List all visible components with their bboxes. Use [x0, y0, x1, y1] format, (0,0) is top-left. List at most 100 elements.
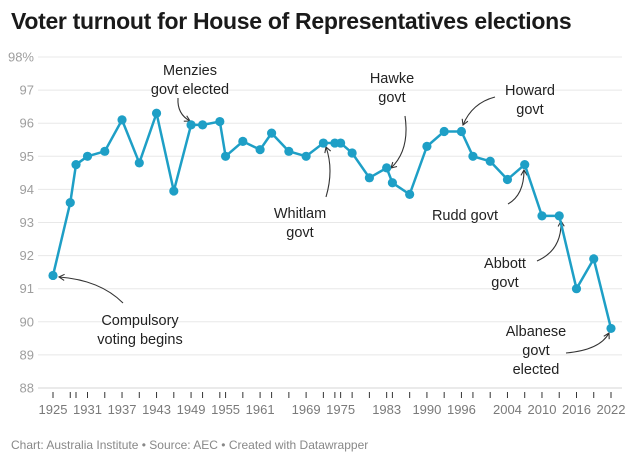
x-tick-label: 2022 — [597, 402, 626, 417]
data-point — [364, 173, 374, 183]
data-point — [238, 136, 248, 147]
data-point — [65, 198, 75, 208]
x-tick-label: 1996 — [447, 402, 476, 417]
annotation: Compulsory voting begins — [57, 273, 183, 348]
x-tick-label: 1975 — [326, 402, 355, 417]
annotation-label: elected — [513, 362, 560, 378]
x-tick-label: 1961 — [246, 402, 275, 417]
chart-title: Voter turnout for House of Representativ… — [11, 8, 572, 34]
data-point — [169, 186, 179, 196]
x-tick-label: 1949 — [177, 402, 206, 417]
x-tick-label: 1931 — [73, 402, 102, 417]
data-point — [571, 284, 582, 294]
x-tick-label: 1925 — [39, 402, 68, 417]
data-point — [100, 146, 110, 156]
data-point — [456, 126, 467, 137]
annotation-label: Menzies — [163, 63, 217, 79]
annotation-label: Compulsory — [101, 313, 179, 329]
annotation-arrow — [461, 96, 496, 127]
annotation: Albanese govt elected — [506, 324, 610, 378]
y-tick-label: 88 — [20, 381, 34, 396]
x-axis-ticks: 1925 1931 1937 1943 1949 1955 1961 1969 1975 1983… — [39, 392, 626, 417]
data-point — [117, 115, 127, 125]
data-point — [439, 126, 449, 137]
data-point — [301, 151, 311, 161]
y-tick-label: 89 — [20, 347, 34, 362]
data-point — [485, 156, 495, 166]
x-tick-label: 2016 — [562, 402, 591, 417]
annotation-label: Rudd govt — [432, 208, 498, 224]
annotation-label: govt — [491, 275, 518, 291]
data-point — [387, 178, 398, 188]
data-point — [520, 159, 530, 170]
line-chart: 88 89 90 91 92 93 94 95 96 97 98% 1925 1931 1937 1943… — [8, 50, 626, 418]
data-point — [382, 163, 392, 173]
annotation-label: govt — [516, 102, 543, 118]
annotations: Compulsory voting begins Menzies govt elect… — [57, 63, 610, 378]
y-axis-ticks: 88 89 90 91 92 93 94 95 96 97 98% — [8, 50, 34, 396]
data-series — [48, 108, 616, 334]
annotation: Menzies govt elected — [151, 63, 229, 122]
y-tick-label: 97 — [20, 83, 34, 98]
data-point — [502, 174, 513, 185]
data-point — [422, 141, 432, 151]
annotation-label: Albanese — [506, 324, 566, 340]
data-point — [284, 146, 294, 156]
data-point — [134, 158, 144, 168]
data-point — [537, 211, 547, 221]
annotation-label: Hawke — [370, 71, 414, 87]
annotation-label: govt elected — [151, 82, 229, 98]
x-tick-label: 1983 — [372, 402, 401, 417]
annotation-arrow — [57, 273, 124, 304]
x-tick-label: 1969 — [292, 402, 321, 417]
data-point — [606, 323, 616, 334]
annotation-arrow — [324, 145, 332, 198]
y-tick-label: 94 — [20, 182, 34, 197]
annotation: Whitlam govt — [274, 145, 332, 241]
chart-footer: Chart: Australia Institute • Source: AEC… — [11, 438, 369, 452]
y-tick-label: 93 — [20, 215, 34, 230]
annotation-label: voting begins — [97, 332, 182, 348]
y-tick-label: 95 — [20, 149, 34, 164]
data-point — [48, 270, 58, 281]
data-point — [215, 116, 225, 127]
x-tick-label: 2010 — [528, 402, 557, 417]
data-point — [554, 211, 564, 221]
data-point — [186, 120, 196, 130]
x-tick-label: 1943 — [142, 402, 171, 417]
data-point — [468, 151, 478, 161]
annotation-arrow — [177, 97, 191, 122]
annotation: Howard govt — [461, 83, 555, 127]
annotation-arrow — [565, 332, 610, 354]
y-tick-label: 92 — [20, 248, 34, 263]
data-point — [71, 159, 81, 170]
y-tick-label: 91 — [20, 281, 34, 296]
annotation-label: govt — [286, 225, 313, 241]
data-point — [336, 138, 346, 148]
annotation-arrow — [390, 115, 407, 169]
data-point — [255, 145, 265, 155]
y-tick-label: 96 — [20, 116, 34, 131]
data-point — [318, 138, 328, 148]
data-point — [197, 120, 208, 130]
annotation-label: govt — [378, 90, 405, 106]
annotation: Hawke govt — [370, 71, 414, 169]
y-tick-label: 90 — [20, 314, 34, 329]
data-point — [151, 108, 162, 118]
annotation-arrow — [507, 168, 528, 205]
x-tick-label: 1990 — [412, 402, 441, 417]
data-point — [82, 151, 93, 161]
data-point — [589, 254, 599, 264]
annotation-label: Abbott — [484, 256, 526, 272]
annotation-label: govt — [522, 343, 549, 359]
data-point — [405, 189, 415, 199]
data-point — [266, 128, 277, 138]
annotation-label: Whitlam — [274, 206, 326, 222]
x-tick-label: 1937 — [108, 402, 137, 417]
annotation-label: Howard — [505, 83, 555, 99]
y-tick-label: 98% — [8, 50, 34, 65]
annotation: Abbott govt — [484, 219, 565, 291]
x-tick-label: 1955 — [211, 402, 240, 417]
data-point — [347, 148, 357, 158]
annotation-arrow — [536, 219, 565, 262]
